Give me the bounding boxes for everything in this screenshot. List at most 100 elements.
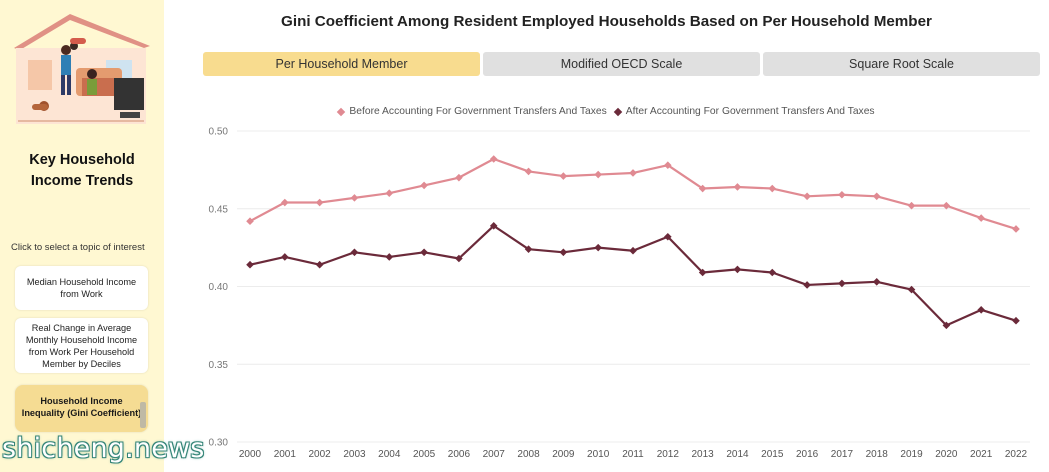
x-tick-label: 2013 xyxy=(692,449,715,460)
data-point-after[interactable] xyxy=(315,260,324,269)
tab-label: Square Root Scale xyxy=(849,57,954,71)
x-tick-label: 2012 xyxy=(657,449,680,460)
data-point-after[interactable] xyxy=(1012,316,1020,325)
legend-label: After Accounting For Government Transfer… xyxy=(625,106,875,117)
data-point-after[interactable] xyxy=(594,243,602,252)
topic-label: Median Household Income from Work xyxy=(26,277,137,299)
y-tick-label: 0.40 xyxy=(209,282,229,293)
data-point-before[interactable] xyxy=(559,172,568,180)
data-point-after[interactable] xyxy=(246,260,254,269)
sidebar: Key Household Income Trends Click to sel… xyxy=(0,0,164,472)
data-point-before[interactable] xyxy=(977,214,985,222)
data-point-before[interactable] xyxy=(455,173,463,182)
sidebar-title: Key Household Income Trends xyxy=(29,152,135,189)
data-point-before[interactable] xyxy=(942,201,951,210)
data-point-after[interactable] xyxy=(524,245,533,253)
x-tick-label: 2006 xyxy=(448,449,471,460)
tab-modified-oecd-scale[interactable]: Modified OECD Scale xyxy=(483,52,760,76)
data-point-before[interactable] xyxy=(1012,225,1020,233)
scrollbar-thumb[interactable] xyxy=(140,402,146,428)
legend-item-after[interactable]: After Accounting For Government Transfer… xyxy=(613,106,875,117)
data-point-after[interactable] xyxy=(664,232,672,241)
x-tick-label: 2000 xyxy=(239,449,262,460)
topic-label: Real Change in Average Monthly Household… xyxy=(25,322,138,369)
data-point-before[interactable] xyxy=(385,189,394,197)
topic-median-income[interactable]: Median Household Income from Work xyxy=(15,266,148,310)
data-point-after[interactable] xyxy=(698,268,707,277)
data-point-before[interactable] xyxy=(629,169,637,177)
x-tick-label: 2016 xyxy=(796,449,819,460)
watermark: shicheng.news xyxy=(2,433,205,464)
x-tick-label: 2007 xyxy=(483,449,506,460)
x-tick-label: 2022 xyxy=(1005,449,1028,460)
x-tick-label: 2019 xyxy=(900,449,923,460)
series-line-after xyxy=(249,224,1017,327)
x-tick-label: 2002 xyxy=(309,449,332,460)
data-point-before[interactable] xyxy=(768,184,777,193)
data-point-before[interactable] xyxy=(246,217,254,225)
data-point-before[interactable] xyxy=(594,170,602,179)
y-tick-label: 0.35 xyxy=(209,360,229,371)
y-tick-label: 0.30 xyxy=(209,438,229,449)
x-tick-label: 2014 xyxy=(726,449,749,460)
x-tick-label: 2021 xyxy=(970,449,993,460)
data-point-after[interactable] xyxy=(907,285,916,294)
data-point-after[interactable] xyxy=(559,248,568,257)
data-point-before[interactable] xyxy=(664,161,672,170)
y-tick-label: 0.45 xyxy=(209,204,229,215)
tab-label: Modified OECD Scale xyxy=(560,57,683,71)
data-point-before[interactable] xyxy=(281,198,289,207)
data-point-after[interactable] xyxy=(629,246,637,255)
data-point-after[interactable] xyxy=(768,268,777,277)
x-tick-label: 2015 xyxy=(761,449,784,460)
data-point-before[interactable] xyxy=(838,190,846,199)
data-point-before[interactable] xyxy=(733,183,742,191)
y-tick-label: 0.50 xyxy=(209,127,229,138)
legend-item-before[interactable]: Before Accounting For Government Transfe… xyxy=(337,106,607,117)
data-point-after[interactable] xyxy=(838,279,846,288)
data-point-before[interactable] xyxy=(315,198,324,207)
data-point-after[interactable] xyxy=(733,265,742,274)
topic-real-change-deciles[interactable]: Real Change in Average Monthly Household… xyxy=(15,318,148,373)
topic-label: Household Income Inequality (Gini Coeffi… xyxy=(21,396,142,418)
data-point-after[interactable] xyxy=(281,253,289,261)
x-tick-label: 2005 xyxy=(413,449,436,460)
chart-title: Gini Coefficient Among Resident Employed… xyxy=(281,13,932,30)
data-point-before[interactable] xyxy=(698,184,707,193)
data-point-after[interactable] xyxy=(350,248,359,257)
tab-label: Per Household Member xyxy=(275,57,408,71)
data-point-after[interactable] xyxy=(942,321,951,330)
data-point-before[interactable] xyxy=(524,167,533,176)
x-tick-label: 2009 xyxy=(552,449,575,460)
data-point-after[interactable] xyxy=(872,278,881,286)
data-point-before[interactable] xyxy=(420,181,428,190)
x-tick-label: 2001 xyxy=(274,449,297,460)
legend-label: Before Accounting For Government Transfe… xyxy=(349,106,607,117)
tab-per-household-member[interactable]: Per Household Member xyxy=(203,52,480,76)
data-point-before[interactable] xyxy=(350,194,359,202)
x-tick-label: 2020 xyxy=(935,449,958,460)
data-point-after[interactable] xyxy=(455,254,463,263)
data-point-before[interactable] xyxy=(872,192,881,201)
chart-legend: Before Accounting For Government Transfe… xyxy=(164,106,1049,117)
x-tick-label: 2004 xyxy=(378,449,401,460)
data-point-after[interactable] xyxy=(420,248,428,257)
topic-hint: Click to select a topic of interest xyxy=(11,242,145,253)
x-tick-label: 2010 xyxy=(587,449,610,460)
data-point-before[interactable] xyxy=(489,155,498,163)
x-tick-label: 2011 xyxy=(622,449,644,460)
topic-gini-coefficient[interactable]: Household Income Inequality (Gini Coeffi… xyxy=(15,385,148,432)
x-tick-label: 2017 xyxy=(831,449,854,460)
data-point-before[interactable] xyxy=(907,201,916,210)
data-point-after[interactable] xyxy=(385,253,394,261)
x-tick-label: 2018 xyxy=(866,449,889,460)
data-point-after[interactable] xyxy=(489,222,498,230)
x-tick-label: 2008 xyxy=(517,449,540,460)
family-house-illustration xyxy=(14,14,150,124)
x-tick-label: 2003 xyxy=(343,449,366,460)
data-point-after[interactable] xyxy=(977,306,985,314)
data-point-after[interactable] xyxy=(803,281,811,289)
data-point-before[interactable] xyxy=(803,192,811,201)
tab-square-root-scale[interactable]: Square Root Scale xyxy=(763,52,1040,76)
